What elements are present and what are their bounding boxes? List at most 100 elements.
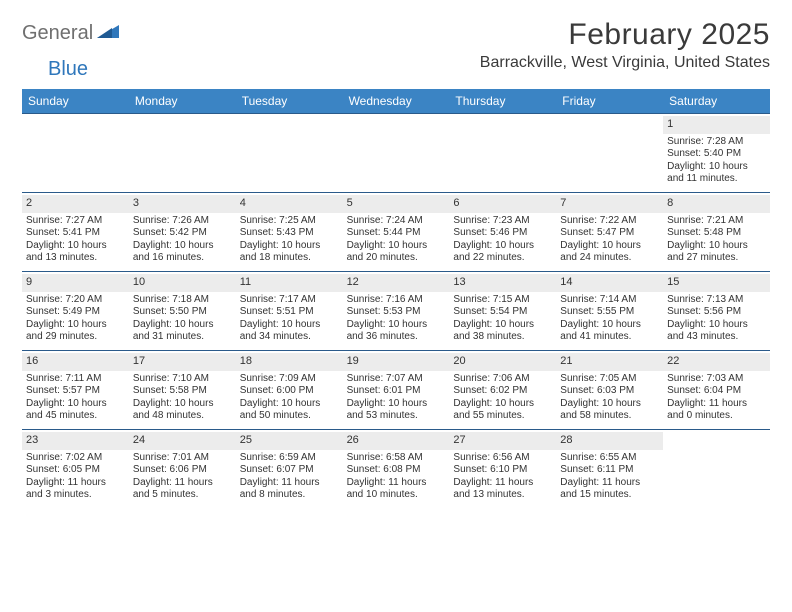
sunset-text: Sunset: 5:51 PM bbox=[240, 306, 339, 319]
day-number bbox=[236, 116, 343, 134]
title-block: February 2025 Barrackville, West Virgini… bbox=[480, 18, 770, 72]
calendar-grid: 1Sunrise: 7:28 AMSunset: 5:40 PMDaylight… bbox=[22, 113, 770, 508]
day-number: 1 bbox=[663, 116, 770, 134]
day2-text: and 55 minutes. bbox=[453, 410, 552, 423]
sunrise-text: Sunrise: 6:55 AM bbox=[560, 452, 659, 465]
day-number: 20 bbox=[449, 353, 556, 371]
day1-text: Daylight: 10 hours bbox=[560, 398, 659, 411]
sunrise-text: Sunrise: 7:09 AM bbox=[240, 373, 339, 386]
day-cell bbox=[556, 114, 663, 192]
day1-text: Daylight: 10 hours bbox=[560, 240, 659, 253]
day-cell: 20Sunrise: 7:06 AMSunset: 6:02 PMDayligh… bbox=[449, 351, 556, 429]
sunset-text: Sunset: 5:50 PM bbox=[133, 306, 232, 319]
day1-text: Daylight: 10 hours bbox=[667, 161, 766, 174]
sunset-text: Sunset: 5:49 PM bbox=[26, 306, 125, 319]
day-name: Saturday bbox=[663, 89, 770, 113]
day-number: 25 bbox=[236, 432, 343, 450]
day-number: 11 bbox=[236, 274, 343, 292]
day2-text: and 3 minutes. bbox=[26, 489, 125, 502]
day1-text: Daylight: 10 hours bbox=[667, 240, 766, 253]
day1-text: Daylight: 10 hours bbox=[240, 240, 339, 253]
day-cell: 14Sunrise: 7:14 AMSunset: 5:55 PMDayligh… bbox=[556, 272, 663, 350]
page-subtitle: Barrackville, West Virginia, United Stat… bbox=[480, 54, 770, 72]
day2-text: and 27 minutes. bbox=[667, 252, 766, 265]
day1-text: Daylight: 11 hours bbox=[240, 477, 339, 490]
day-cell: 7Sunrise: 7:22 AMSunset: 5:47 PMDaylight… bbox=[556, 193, 663, 271]
day-number: 9 bbox=[22, 274, 129, 292]
sunrise-text: Sunrise: 7:07 AM bbox=[347, 373, 446, 386]
sunrise-text: Sunrise: 7:14 AM bbox=[560, 294, 659, 307]
day-number: 2 bbox=[22, 195, 129, 213]
day2-text: and 36 minutes. bbox=[347, 331, 446, 344]
day1-text: Daylight: 10 hours bbox=[240, 319, 339, 332]
day2-text: and 13 minutes. bbox=[453, 489, 552, 502]
day-number: 26 bbox=[343, 432, 450, 450]
sunset-text: Sunset: 6:04 PM bbox=[667, 385, 766, 398]
sunrise-text: Sunrise: 7:15 AM bbox=[453, 294, 552, 307]
day1-text: Daylight: 10 hours bbox=[453, 319, 552, 332]
week-row: 2Sunrise: 7:27 AMSunset: 5:41 PMDaylight… bbox=[22, 192, 770, 271]
sunset-text: Sunset: 6:10 PM bbox=[453, 464, 552, 477]
logo-text-gray: General bbox=[22, 23, 93, 43]
day-number: 15 bbox=[663, 274, 770, 292]
day1-text: Daylight: 10 hours bbox=[133, 398, 232, 411]
sunrise-text: Sunrise: 7:20 AM bbox=[26, 294, 125, 307]
day-number: 24 bbox=[129, 432, 236, 450]
sunrise-text: Sunrise: 7:11 AM bbox=[26, 373, 125, 386]
day1-text: Daylight: 11 hours bbox=[133, 477, 232, 490]
day-cell: 26Sunrise: 6:58 AMSunset: 6:08 PMDayligh… bbox=[343, 430, 450, 508]
sunset-text: Sunset: 6:03 PM bbox=[560, 385, 659, 398]
day1-text: Daylight: 11 hours bbox=[560, 477, 659, 490]
day1-text: Daylight: 10 hours bbox=[453, 240, 552, 253]
day2-text: and 22 minutes. bbox=[453, 252, 552, 265]
sunset-text: Sunset: 5:42 PM bbox=[133, 227, 232, 240]
week-row: 23Sunrise: 7:02 AMSunset: 6:05 PMDayligh… bbox=[22, 429, 770, 508]
sunrise-text: Sunrise: 7:10 AM bbox=[133, 373, 232, 386]
day-number: 3 bbox=[129, 195, 236, 213]
day-cell: 21Sunrise: 7:05 AMSunset: 6:03 PMDayligh… bbox=[556, 351, 663, 429]
day-cell: 18Sunrise: 7:09 AMSunset: 6:00 PMDayligh… bbox=[236, 351, 343, 429]
sunset-text: Sunset: 5:54 PM bbox=[453, 306, 552, 319]
day2-text: and 43 minutes. bbox=[667, 331, 766, 344]
sunset-text: Sunset: 5:57 PM bbox=[26, 385, 125, 398]
day-cell: 28Sunrise: 6:55 AMSunset: 6:11 PMDayligh… bbox=[556, 430, 663, 508]
sunrise-text: Sunrise: 6:56 AM bbox=[453, 452, 552, 465]
sunset-text: Sunset: 6:01 PM bbox=[347, 385, 446, 398]
day-cell bbox=[449, 114, 556, 192]
calendar-page: General February 2025 Barrackville, West… bbox=[0, 0, 792, 518]
day-cell: 24Sunrise: 7:01 AMSunset: 6:06 PMDayligh… bbox=[129, 430, 236, 508]
day-cell: 22Sunrise: 7:03 AMSunset: 6:04 PMDayligh… bbox=[663, 351, 770, 429]
sunset-text: Sunset: 5:43 PM bbox=[240, 227, 339, 240]
day1-text: Daylight: 10 hours bbox=[133, 319, 232, 332]
day1-text: Daylight: 11 hours bbox=[667, 398, 766, 411]
day-name: Thursday bbox=[449, 89, 556, 113]
day2-text: and 34 minutes. bbox=[240, 331, 339, 344]
day-cell bbox=[129, 114, 236, 192]
day-cell: 3Sunrise: 7:26 AMSunset: 5:42 PMDaylight… bbox=[129, 193, 236, 271]
day1-text: Daylight: 10 hours bbox=[133, 240, 232, 253]
day-cell: 19Sunrise: 7:07 AMSunset: 6:01 PMDayligh… bbox=[343, 351, 450, 429]
sunset-text: Sunset: 5:44 PM bbox=[347, 227, 446, 240]
sunrise-text: Sunrise: 7:06 AM bbox=[453, 373, 552, 386]
day1-text: Daylight: 10 hours bbox=[26, 240, 125, 253]
day-cell: 16Sunrise: 7:11 AMSunset: 5:57 PMDayligh… bbox=[22, 351, 129, 429]
day-number: 27 bbox=[449, 432, 556, 450]
sunset-text: Sunset: 6:02 PM bbox=[453, 385, 552, 398]
sunset-text: Sunset: 5:41 PM bbox=[26, 227, 125, 240]
logo-triangle-icon bbox=[97, 22, 119, 43]
day2-text: and 45 minutes. bbox=[26, 410, 125, 423]
day-number bbox=[556, 116, 663, 134]
day2-text: and 41 minutes. bbox=[560, 331, 659, 344]
day2-text: and 15 minutes. bbox=[560, 489, 659, 502]
day-cell: 17Sunrise: 7:10 AMSunset: 5:58 PMDayligh… bbox=[129, 351, 236, 429]
sunrise-text: Sunrise: 7:16 AM bbox=[347, 294, 446, 307]
sunrise-text: Sunrise: 7:02 AM bbox=[26, 452, 125, 465]
sunset-text: Sunset: 6:06 PM bbox=[133, 464, 232, 477]
day2-text: and 11 minutes. bbox=[667, 173, 766, 186]
day-cell bbox=[663, 430, 770, 508]
sunrise-text: Sunrise: 7:27 AM bbox=[26, 215, 125, 228]
sunrise-text: Sunrise: 6:58 AM bbox=[347, 452, 446, 465]
day-number: 7 bbox=[556, 195, 663, 213]
day2-text: and 0 minutes. bbox=[667, 410, 766, 423]
day-cell: 9Sunrise: 7:20 AMSunset: 5:49 PMDaylight… bbox=[22, 272, 129, 350]
